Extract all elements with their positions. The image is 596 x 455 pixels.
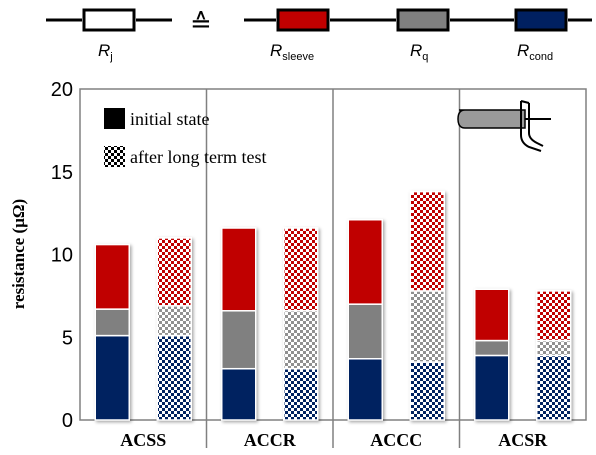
bar-segment-r-sleeve xyxy=(221,227,257,312)
bar-segment-r-cond xyxy=(536,354,572,421)
bar-segment-r-cond xyxy=(283,367,319,421)
equivalence-symbol: ≙ xyxy=(190,8,212,38)
bar-segment-r-q xyxy=(156,305,192,337)
stacked-bar-acsr-initial xyxy=(474,288,510,421)
bar-segment-r-q xyxy=(283,310,319,370)
resistor-rsleeve-label: Rsleeve xyxy=(270,41,314,63)
resistor-rj-label: Rj xyxy=(98,41,113,63)
stacked-bar-accr-after xyxy=(283,227,319,421)
legend: initial state after long term test xyxy=(104,108,266,167)
bar-segment-r-cond xyxy=(474,354,510,421)
bar-segment-r-cond xyxy=(94,334,130,421)
y-tick-label: 15 xyxy=(51,162,73,184)
legend-swatch-solid xyxy=(104,108,125,129)
bar-segment-r-cond xyxy=(409,361,445,421)
bar-segment-r-sleeve xyxy=(474,288,510,342)
resistor-rcond-label: Rcond xyxy=(517,41,553,63)
bar-segment-r-q xyxy=(409,290,445,363)
legend-swatch-checkered xyxy=(104,146,125,167)
resistor-rq-label: Rq xyxy=(410,41,428,63)
stacked-bar-acsr-after xyxy=(536,290,572,421)
stacked-bar-accr-initial xyxy=(221,227,257,421)
bar-segment-r-q xyxy=(474,339,510,357)
x-tick-label: ACSS xyxy=(120,430,166,450)
stacked-bar-acss-initial xyxy=(94,243,130,421)
bar-segment-r-sleeve xyxy=(94,243,130,310)
bar-segment-r-cond xyxy=(156,334,192,421)
bar-segment-r-sleeve xyxy=(283,227,319,312)
y-axis-label: resistance (µΩ) xyxy=(9,199,28,309)
x-tick-label: ACCR xyxy=(244,430,297,450)
bar-segment-r-sleeve xyxy=(409,190,445,292)
bar-segment-r-sleeve xyxy=(156,237,192,307)
legend-label-after: after long term test xyxy=(130,147,266,167)
y-tick-label: 20 xyxy=(51,79,73,101)
bar-segment-r-cond xyxy=(347,358,383,421)
resistor-rcond-symbol xyxy=(514,8,568,32)
bar-segment-r-q xyxy=(94,308,130,337)
resistor-rq-symbol xyxy=(396,8,450,32)
resistor-schematic: Rj ≙ Rsleeve Rq Rcond xyxy=(46,8,592,63)
stacked-bar-acss-after xyxy=(156,237,192,421)
bar-segment-r-sleeve xyxy=(347,218,383,305)
y-tick-label: 10 xyxy=(51,245,73,267)
resistor-rj-symbol xyxy=(82,8,136,32)
bar-segment-r-q xyxy=(221,310,257,370)
stacked-bar-accc-after xyxy=(409,190,445,421)
y-ticks: 0 5 10 15 20 xyxy=(51,79,73,432)
group-separators xyxy=(205,89,461,448)
clamp-connector-icon xyxy=(457,100,551,152)
y-tick-label: 5 xyxy=(62,327,73,349)
bars xyxy=(94,190,572,421)
resistor-rsleeve-symbol xyxy=(276,8,330,32)
x-tick-label: ACSR xyxy=(498,430,548,450)
y-tick-label: 0 xyxy=(62,410,73,432)
bar-segment-r-cond xyxy=(221,367,257,421)
bar-segment-r-q xyxy=(347,303,383,360)
x-tick-label: ACCC xyxy=(370,430,422,450)
bar-segment-r-sleeve xyxy=(536,290,572,342)
x-ticks: ACSS ACCR ACCC ACSR xyxy=(120,430,548,450)
legend-label-initial: initial state xyxy=(130,109,209,129)
stacked-bar-accc-initial xyxy=(347,218,383,421)
bar-segment-r-q xyxy=(536,339,572,357)
